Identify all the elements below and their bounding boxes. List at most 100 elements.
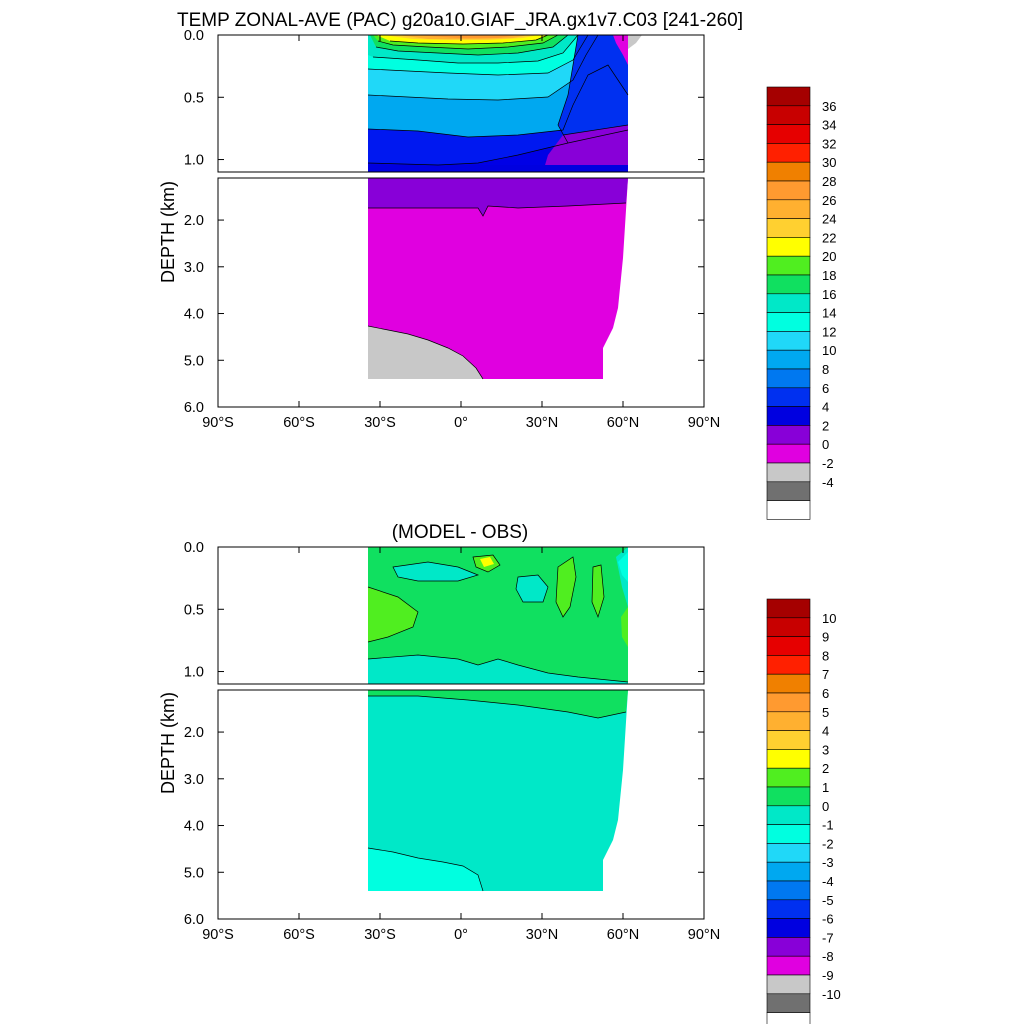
- colorbar-swatch: [766, 161, 811, 182]
- y-tick-label: 6.0: [184, 912, 204, 928]
- x-tick-label: 60°S: [283, 415, 315, 431]
- y-tick-label: 2.0: [184, 725, 204, 741]
- colorbar-swatch: [766, 180, 811, 201]
- y-tick-label: 0.0: [184, 28, 204, 44]
- colorbar-swatch: [766, 749, 811, 769]
- colorbar-label: 16: [822, 287, 836, 302]
- panel1-lower-plot: [367, 178, 628, 380]
- y-tick-label: 3.0: [184, 772, 204, 788]
- y-tick-label: 6.0: [184, 400, 204, 416]
- colorbar-label: 7: [822, 667, 829, 682]
- colorbar-swatch: [766, 124, 811, 144]
- x-tick-label: 60°N: [607, 415, 639, 431]
- panel2-ylabel: DEPTH (km): [158, 692, 178, 794]
- y-tick-label: 1.0: [184, 153, 204, 169]
- panel2-upper-plot: [367, 547, 629, 684]
- colorbar-label: 32: [822, 136, 836, 151]
- colorbar-label: 26: [822, 193, 836, 208]
- colorbar-label: 2: [822, 418, 829, 433]
- colorbar-label: 34: [822, 118, 836, 133]
- colorbar-label: -7: [822, 930, 834, 945]
- colorbar-swatch: [766, 218, 811, 238]
- y-tick-label: 0.5: [184, 602, 204, 618]
- colorbar-label: 3: [822, 742, 829, 757]
- colorbar-label: 0: [822, 437, 829, 452]
- colorbar-swatch: [766, 692, 811, 713]
- x-tick-label: 30°S: [364, 415, 396, 431]
- x-tick-label: 30°N: [526, 927, 558, 943]
- colorbar-swatch: [766, 462, 811, 483]
- colorbar-label: 0: [822, 799, 829, 814]
- colorbar-swatch: [766, 105, 811, 125]
- colorbar-label: -9: [822, 968, 834, 983]
- x-tick-label: 30°N: [526, 415, 558, 431]
- colorbar-swatch: [766, 255, 811, 276]
- colorbar-swatch: [766, 312, 811, 332]
- colorbar-swatch: [766, 843, 811, 863]
- colorbar-swatch: [766, 293, 811, 313]
- colorbar-label: 14: [822, 306, 836, 321]
- colorbar-label: 1: [822, 780, 829, 795]
- colorbar-label: 8: [822, 362, 829, 377]
- colorbar-swatch: [766, 598, 811, 619]
- colorbar-swatch: [766, 617, 811, 637]
- colorbar-label: 22: [822, 230, 836, 245]
- panel1-title: TEMP ZONAL-AVE (PAC) g20a10.GIAF_JRA.gx1…: [177, 10, 743, 31]
- colorbar-swatch: [766, 368, 811, 389]
- colorbar-swatch: [766, 199, 811, 219]
- colorbar-label: -2: [822, 456, 834, 471]
- x-tick-label: 90°S: [202, 927, 234, 943]
- colorbar-swatch: [766, 274, 811, 295]
- y-tick-label: 0.5: [184, 90, 204, 106]
- colorbar-label: -6: [822, 912, 834, 927]
- x-tick-label: 60°N: [607, 927, 639, 943]
- colorbar-swatch: [766, 1012, 811, 1024]
- colorbar-swatch: [766, 86, 811, 107]
- colorbar-swatch: [766, 937, 811, 957]
- colorbar-swatch: [766, 655, 811, 675]
- y-tick-label: 1.0: [184, 665, 204, 681]
- y-tick-label: 5.0: [184, 353, 204, 369]
- colorbar-swatch: [766, 955, 811, 976]
- colorbar-label: -1: [822, 818, 834, 833]
- temperature-panel: TEMP ZONAL-AVE (PAC) g20a10.GIAF_JRA.gx1…: [158, 10, 836, 520]
- colorbar-label: 12: [822, 324, 836, 339]
- x-tick-label: 30°S: [364, 927, 396, 943]
- colorbar-swatch: [766, 899, 811, 919]
- colorbar-swatch: [766, 805, 811, 825]
- colorbar-label: 20: [822, 249, 836, 264]
- colorbar-swatch: [766, 443, 811, 464]
- y-tick-label: 4.0: [184, 307, 204, 323]
- colorbar-swatch: [766, 730, 811, 750]
- colorbar-swatch: [766, 331, 811, 351]
- colorbar-label: 5: [822, 705, 829, 720]
- colorbar-label: 10: [822, 343, 836, 358]
- colorbar-label: 6: [822, 381, 829, 396]
- x-tick-label: 90°S: [202, 415, 234, 431]
- colorbar-label: 30: [822, 155, 836, 170]
- colorbar-label: 6: [822, 686, 829, 701]
- colorbar-swatch: [766, 237, 811, 257]
- colorbar-label: 4: [822, 724, 829, 739]
- colorbar-swatch: [766, 711, 811, 731]
- y-tick-label: 5.0: [184, 865, 204, 881]
- panel1-ylabel: DEPTH (km): [158, 181, 178, 283]
- panel1-upper-plot: [367, 35, 642, 172]
- colorbar-label: -2: [822, 836, 834, 851]
- colorbar-swatch: [766, 918, 811, 938]
- colorbar-swatch: [766, 636, 811, 656]
- colorbar-swatch: [766, 425, 811, 445]
- y-tick-label: 3.0: [184, 260, 204, 276]
- colorbar-swatch: [766, 824, 811, 844]
- panel2-lower-plot: [367, 690, 628, 892]
- difference-panel: (MODEL - OBS) DEPTH (km): [158, 522, 841, 1024]
- colorbar-swatch: [766, 974, 811, 995]
- y-tick-label: 2.0: [184, 213, 204, 229]
- colorbar-swatch: [766, 993, 811, 1013]
- colorbar-swatch: [766, 143, 811, 163]
- colorbar-label: 28: [822, 174, 836, 189]
- colorbar-label: -3: [822, 855, 834, 870]
- colorbar-swatch: [766, 861, 811, 882]
- colorbar-label: 24: [822, 212, 836, 227]
- colorbar-label: 4: [822, 400, 829, 415]
